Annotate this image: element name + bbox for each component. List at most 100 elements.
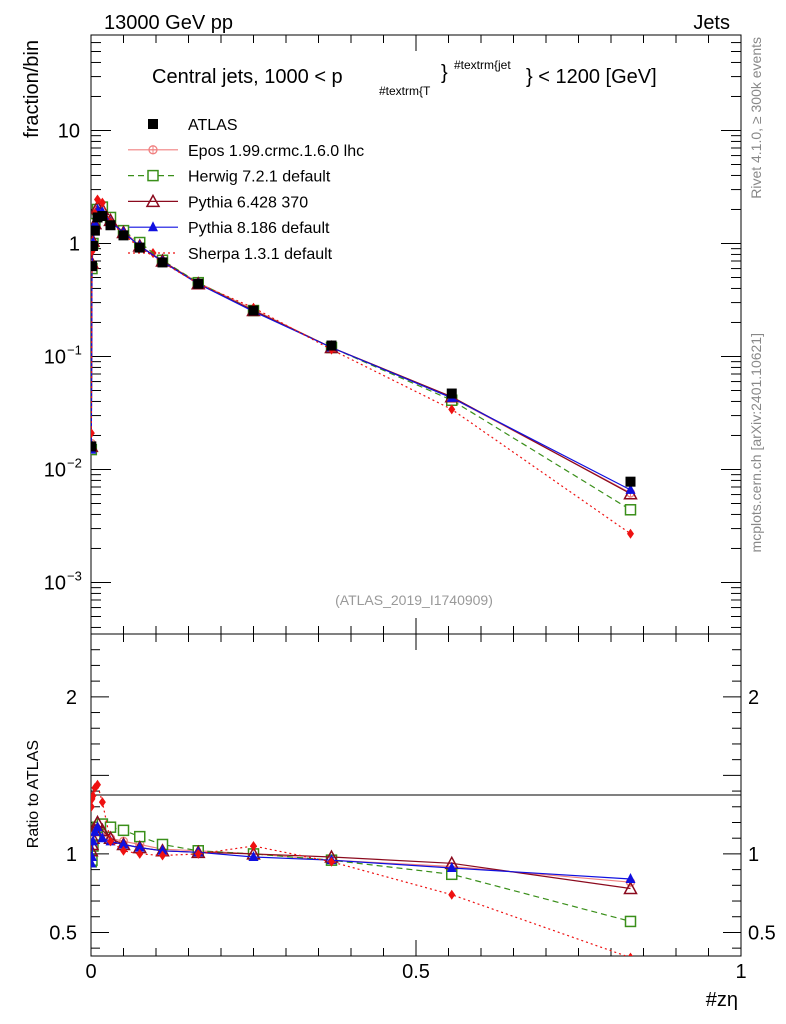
y-tick-exponent: −2 (67, 455, 82, 470)
ratio-point (136, 848, 144, 859)
ratio-line (91, 783, 628, 956)
series-2 (91, 201, 637, 516)
legend-item: Epos 1.99.crmc.1.6.0 lhc (128, 143, 364, 160)
ratio-point (159, 850, 166, 861)
x-tick-label: 0 (85, 961, 96, 983)
series-line (91, 206, 631, 495)
data-point (91, 225, 100, 236)
legend-item: Herwig 7.2.1 default (128, 169, 331, 186)
legend-marker (147, 169, 159, 182)
ratio-point (94, 779, 101, 790)
legend-label: Pythia 8.186 default (188, 220, 330, 237)
legend-marker (145, 193, 161, 208)
data-point (91, 217, 100, 228)
legend-label: Herwig 7.2.1 default (188, 169, 331, 186)
data-point (326, 340, 337, 351)
ratio-point (98, 797, 106, 808)
y-tick-label: 10 (58, 120, 80, 142)
ratio-line (91, 823, 631, 922)
data-point (118, 230, 129, 241)
ratio-tick-label: 0.5 (748, 922, 776, 944)
legend-label: Pythia 6.428 370 (188, 194, 308, 211)
data-point (625, 476, 636, 487)
legend-label: Epos 1.99.crmc.1.6.0 lhc (188, 143, 364, 160)
data-point (448, 404, 456, 415)
ratio-y-axis: 2 2 1 1 0.5 0.5 (49, 633, 776, 949)
data-point (105, 220, 116, 231)
ratio-point (134, 841, 145, 852)
ratio-point (194, 848, 202, 859)
ratio-plot-series (91, 779, 638, 956)
data-point (134, 242, 145, 253)
x-axis-title: #zη (706, 989, 738, 1011)
legend-marker (148, 119, 158, 129)
title-brace: } (441, 62, 448, 84)
ratio-point (448, 889, 456, 900)
rivet-info: Rivet 4.1.0, ≥ 300k events (748, 37, 764, 199)
main-plot-series (91, 194, 638, 539)
ratio-point (117, 824, 130, 837)
ratio-point (623, 880, 638, 895)
ratio-point (628, 952, 633, 956)
legend-label: Sherpa 1.3.1 default (188, 246, 333, 263)
series-4 (91, 203, 636, 494)
x-tick-label: 0.5 (402, 961, 430, 983)
data-point (91, 261, 97, 272)
legend-item: ATLAS (148, 117, 238, 134)
data-point (624, 504, 637, 516)
series-5 (91, 194, 634, 539)
data-point (91, 441, 97, 452)
data-point (98, 197, 106, 208)
ratio-tick-label: 2 (748, 687, 759, 709)
data-point (627, 528, 634, 539)
data-point (91, 428, 95, 439)
ratio-point (328, 856, 335, 867)
legend-item: Pythia 6.428 370 (128, 193, 308, 211)
ratio-tick-label: 2 (66, 687, 77, 709)
ratio-point (250, 841, 257, 852)
y-tick-exponent: −3 (67, 568, 82, 583)
ratio-point (91, 790, 97, 801)
ratio-point (120, 845, 127, 856)
data-point (248, 305, 259, 316)
ratio-point (107, 836, 114, 847)
legend-marker (148, 221, 158, 232)
ratio-point (91, 851, 97, 862)
y-tick-label: 1 (69, 233, 80, 255)
data-point (193, 278, 204, 289)
ratio-series-3 (91, 814, 638, 895)
data-point (446, 388, 457, 399)
data-point (94, 194, 101, 205)
title-main: Central jets, 1000 < p (152, 66, 343, 88)
ratio-line (91, 825, 631, 880)
y-tick-label: 10 (44, 572, 66, 594)
data-point (157, 257, 168, 268)
ratio-y-axis-title: Ratio to ATLAS (25, 740, 42, 848)
x-axis: 0 0.5 1 (85, 35, 747, 983)
ratio-point (157, 844, 168, 855)
y-tick-exponent: −1 (67, 342, 82, 357)
ratio-point (446, 862, 457, 873)
series-3 (91, 199, 638, 500)
mcplots-info: mcplots.cern.ch [arXiv:2401.10621] (748, 333, 764, 552)
series-0 (91, 211, 636, 487)
title-superscript: #textrm{jet (454, 58, 511, 72)
series-line (91, 206, 631, 511)
y-tick-label: 10 (44, 459, 66, 481)
title-subscript: #textrm{T (379, 84, 431, 98)
ratio-point (91, 801, 95, 812)
ratio-point (97, 832, 108, 843)
data-point (625, 483, 636, 494)
ratio-tick-label: 1 (748, 844, 759, 866)
series-line (91, 208, 631, 491)
series-line (91, 198, 631, 535)
ratio-tick-label: 1 (66, 844, 77, 866)
analysis-id: (ATLAS_2019_I1740909) (335, 592, 493, 608)
ratio-point (118, 838, 129, 849)
category-label: Jets (693, 12, 730, 34)
title-tail: } < 1200 [GeV] (526, 66, 657, 88)
ratio-point (625, 873, 636, 884)
series-1 (91, 204, 636, 498)
y-tick-label: 10 (44, 346, 66, 368)
